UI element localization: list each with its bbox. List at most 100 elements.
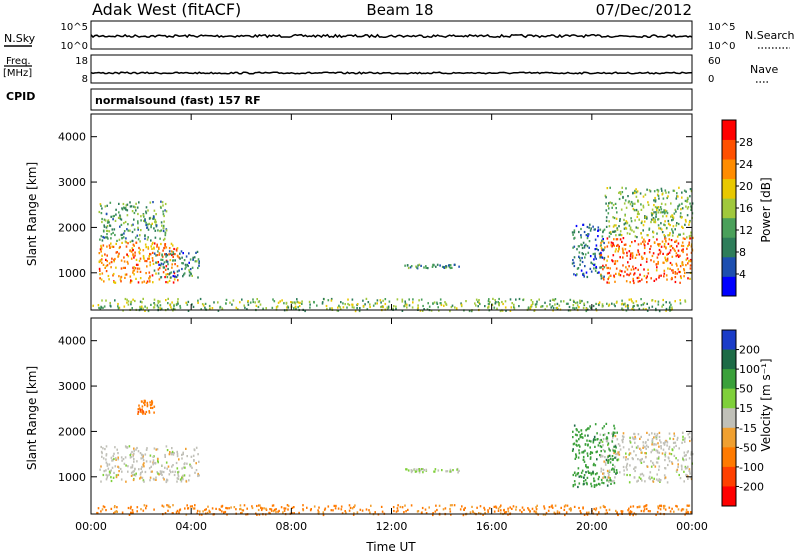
- power-echo-cell: [666, 212, 669, 215]
- power-echo-cell: [148, 255, 150, 258]
- velocity-echo-cell: [176, 455, 179, 458]
- power-echo-cell: [666, 253, 668, 256]
- power-echo-cell: [436, 263, 439, 266]
- xtick-label: 12:00: [376, 520, 408, 533]
- power-echo-cell: [164, 244, 166, 247]
- velocity-echo-cell: [629, 510, 632, 513]
- velocity-echo-cell: [613, 468, 615, 471]
- velocity-echo-cell: [169, 451, 171, 454]
- power-echo-cell: [151, 222, 153, 225]
- power-echo-cell: [144, 218, 146, 221]
- power-echo-cell: [688, 235, 691, 238]
- power-echo-cell: [670, 215, 672, 218]
- velocity-echo-cell: [140, 400, 143, 403]
- velocity-echo-cell: [188, 474, 191, 477]
- power-echo-cell: [148, 217, 151, 220]
- power-echo-cell: [647, 201, 649, 204]
- power-echo-cell: [679, 281, 681, 284]
- power-echo-cell: [172, 307, 175, 310]
- velocity-echo-cell: [135, 448, 137, 451]
- power-echo-cell: [681, 249, 683, 252]
- velocity-echo-cell: [275, 508, 277, 511]
- power-echo-cell: [134, 254, 136, 257]
- velocity-echo-cell: [256, 513, 258, 516]
- power-echo-cell: [648, 251, 651, 254]
- power-echo-cell: [219, 306, 221, 309]
- velocity-colorbar-segment: [722, 466, 736, 487]
- velocity-echo-cell: [196, 512, 198, 515]
- velocity-echo-cell: [625, 458, 627, 461]
- power-echo-cell: [475, 304, 477, 307]
- velocity-echo-cell: [639, 473, 642, 476]
- power-echo-cell: [584, 253, 587, 256]
- power-echo-cell: [110, 215, 112, 218]
- velocity-echo-cell: [176, 509, 179, 512]
- power-echo-cell: [573, 264, 576, 268]
- velocity-echo-cell: [586, 476, 589, 479]
- velocity-colorbar-segment: [722, 349, 736, 370]
- velocity-echo-cell: [374, 511, 376, 514]
- power-echo-cell: [688, 243, 690, 246]
- velocity-echo-cell: [578, 449, 580, 452]
- power-echo-cell: [626, 268, 629, 271]
- power-echo-cell: [689, 277, 691, 280]
- power-echo-cell: [177, 298, 179, 301]
- power-echo-cell: [634, 219, 636, 222]
- velocity-echo-cell: [613, 452, 615, 455]
- power-echo-cell: [441, 265, 444, 268]
- velocity-echo-cell: [684, 437, 686, 440]
- power-echo-cell: [147, 236, 149, 239]
- power-echo-cell: [406, 306, 408, 309]
- velocity-echo-cell: [619, 448, 622, 451]
- power-echo-cell: [187, 264, 189, 268]
- velocity-echo-cell: [676, 468, 679, 471]
- velocity-echo-cell: [668, 432, 671, 435]
- velocity-echo-cell: [128, 445, 131, 448]
- velocity-echo-cell: [556, 510, 559, 513]
- power-colorbar-tick-label: 20: [739, 180, 753, 193]
- velocity-echo-cell: [335, 504, 337, 507]
- velocity-echo-cell: [604, 433, 606, 436]
- power-echo-cell: [181, 267, 183, 271]
- power-echo-cell: [587, 233, 589, 236]
- power-echo-cell: [646, 309, 649, 312]
- power-echo-cell: [555, 307, 558, 310]
- power-echo-cell: [622, 251, 624, 254]
- power-echo-cell: [661, 211, 663, 214]
- velocity-echo-cell: [645, 447, 647, 450]
- power-echo-cell: [612, 243, 615, 246]
- power-echo-cell: [602, 240, 604, 243]
- power-echo-cell: [449, 264, 452, 267]
- velocity-colorbar-tick-label: -100: [739, 461, 764, 474]
- power-echo-cell: [356, 307, 358, 310]
- power-echo-cell: [164, 253, 166, 256]
- velocity-echo-cell: [169, 506, 171, 509]
- power-echo-cell: [155, 272, 157, 275]
- power-echo-cell: [417, 304, 419, 307]
- velocity-echo-cell: [633, 467, 635, 470]
- power-echo-cell: [296, 298, 298, 301]
- power-echo-cell: [120, 267, 123, 270]
- power-echo-cell: [673, 189, 676, 192]
- power-echo-cell: [146, 226, 148, 229]
- velocity-echo-cell: [284, 507, 287, 510]
- velocity-echo-cell: [172, 453, 175, 456]
- velocity-echo-cell: [687, 465, 689, 468]
- power-echo-cell: [674, 300, 676, 303]
- velocity-echo-cell: [151, 470, 153, 473]
- power-echo-cell: [171, 308, 173, 311]
- velocity-echo-cell: [635, 454, 637, 457]
- velocity-echo-cell: [141, 408, 143, 411]
- velocity-colorbar-tick-label: 50: [739, 383, 753, 396]
- power-echo-cell: [623, 202, 626, 205]
- velocity-echo-cell: [113, 506, 116, 509]
- velocity-echo-cell: [127, 506, 130, 510]
- velocity-echo-cell: [575, 474, 577, 477]
- power-echo-cell: [647, 268, 649, 271]
- power-echo-cell: [598, 303, 600, 307]
- velocity-echo-cell: [192, 454, 195, 457]
- velocity-echo-cell: [615, 452, 617, 456]
- power-echo-cell: [597, 235, 599, 238]
- power-echo-cell: [653, 190, 656, 193]
